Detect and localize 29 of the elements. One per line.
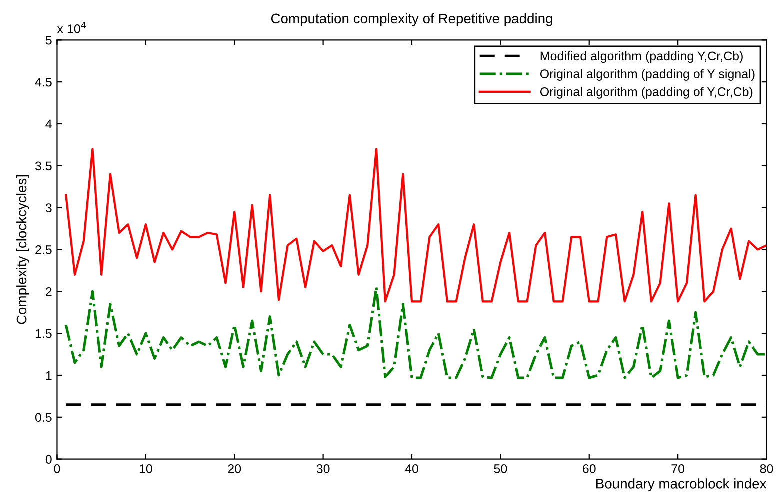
x-tick-label: 40 [405,464,418,474]
x-tick-label: 20 [228,464,242,474]
x-tick-label: 80 [760,464,774,474]
y-tick-label: 5 [46,36,52,45]
y-tick-label: 4 [46,120,52,129]
y-tick-label: 3.5 [35,162,52,171]
y-tick-label: 2 [46,287,52,296]
y-tick-label: 1 [46,371,52,380]
legend-label: Original algorithm (padding of Y,Cr,Cb) [540,87,753,99]
y-tick-label: 2.5 [36,246,52,254]
x-tick-label: 60 [583,464,596,474]
y-axis-title: Complexity [clockcycles] [16,175,30,324]
x-tick-label: 30 [316,464,330,474]
y-tick-label: 3 [46,204,52,212]
x-tick-label: 10 [140,464,152,474]
x-tick-label: 50 [494,464,508,474]
y-tick-label: 4.5 [35,78,52,87]
text: x 10$^{4}$ [57,22,86,34]
legend-label: Original algorithm (padding of Y signal) [540,69,755,81]
legend-label: Modified algorithm (padding Y,Cr,Cb) [540,51,743,64]
line-series [64,286,767,380]
x-tick-label: 0 [54,464,60,474]
y-tick-label: 0 [46,455,52,464]
x-axis-title: Boundary macroblock index [596,478,767,492]
line-series [65,148,767,303]
y-tick-label: 1.5 [36,330,52,338]
chart-title: Computation complexity of Repetitive padding [271,13,552,26]
y-tick-label: 0.5 [35,413,52,422]
x-tick-label: 70 [672,464,685,474]
